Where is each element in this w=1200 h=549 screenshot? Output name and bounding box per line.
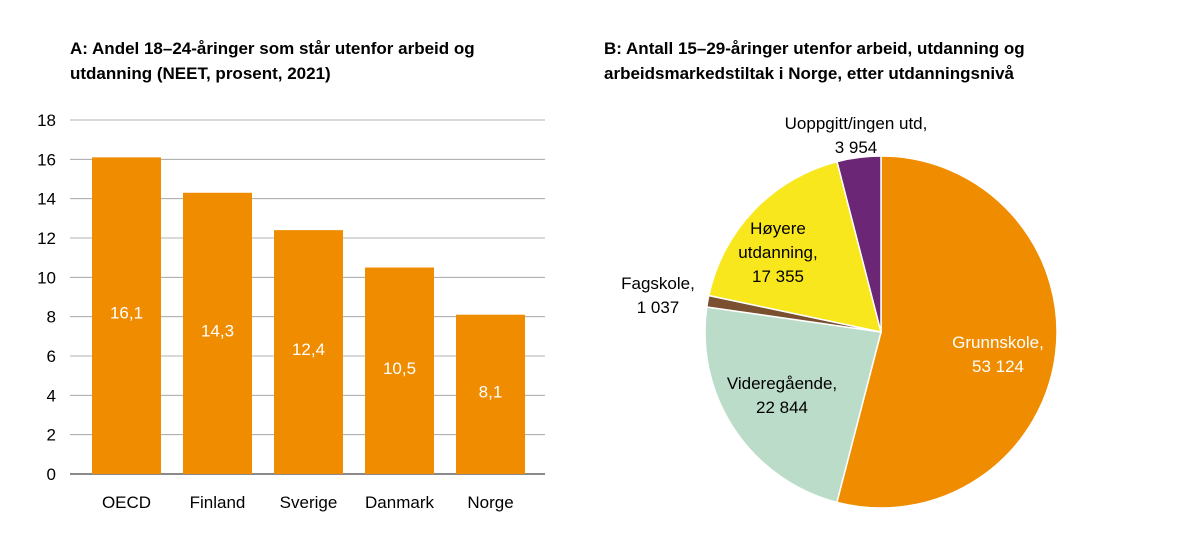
y-tick-label: 4 xyxy=(47,386,56,405)
slice-label: Grunnskole, 53 124 xyxy=(952,333,1044,376)
pie-slice xyxy=(835,155,1058,509)
x-tick-label: OECD xyxy=(102,493,151,512)
y-tick-label: 10 xyxy=(37,268,56,287)
slice-name: Uoppgitt/ingen utd, xyxy=(785,114,928,133)
bar-value-label: 12,4 xyxy=(292,340,325,359)
y-tick-label: 2 xyxy=(47,426,56,445)
slice-value: 22 844 xyxy=(756,398,808,417)
y-tick-label: 8 xyxy=(47,308,56,327)
y-tick-label: 14 xyxy=(37,190,56,209)
y-tick-label: 18 xyxy=(37,111,56,130)
slice-label: Høyere utdanning, 17 355 xyxy=(738,219,817,286)
chart-b-title: B: Antall 15–29-åringer utenfor arbeid, … xyxy=(604,39,1025,83)
y-tick-label: 6 xyxy=(47,347,56,366)
pie-slice xyxy=(836,155,882,333)
bar xyxy=(274,230,343,474)
bar xyxy=(365,267,434,474)
bar-value-label: 10,5 xyxy=(383,359,416,378)
slice-label: Fagskole, 1 037 xyxy=(621,274,695,317)
bar-value-label: 14,3 xyxy=(201,321,234,340)
slice-value: 17 355 xyxy=(752,267,804,286)
y-tick-label: 12 xyxy=(37,229,56,248)
slice-name: utdanning, xyxy=(738,243,817,262)
slice-label: Videregående, 22 844 xyxy=(727,374,837,417)
slice-value: 1 037 xyxy=(637,298,680,317)
slice-name: Fagskole, xyxy=(621,274,695,293)
x-tick-label: Sverige xyxy=(280,493,338,512)
slice-name: Høyere xyxy=(750,219,806,238)
y-tick-label: 16 xyxy=(37,150,56,169)
bar-value-label: 8,1 xyxy=(479,382,503,401)
slice-value: 3 954 xyxy=(835,138,878,157)
slice-label: Uoppgitt/ingen utd, 3 954 xyxy=(785,114,928,157)
chart-a-title: A: Andel 18–24-åringer som står utenfor … xyxy=(70,39,475,83)
bar xyxy=(183,192,252,474)
x-tick-label: Danmark xyxy=(365,493,434,512)
pie-chart: Grunnskole, 53 124 Videregående, 22 844 Fags… xyxy=(621,114,1058,509)
slice-value: 53 124 xyxy=(972,357,1024,376)
pie-slice xyxy=(704,306,882,504)
pie-slice xyxy=(707,160,883,333)
bar xyxy=(92,157,161,474)
bar xyxy=(456,314,525,474)
x-tick-label: Norge xyxy=(467,493,513,512)
y-tick-label: 0 xyxy=(47,465,56,484)
x-tick-label: Finland xyxy=(190,493,246,512)
slice-name: Grunnskole, xyxy=(952,333,1044,352)
bar-chart: 0 2 4 6 8 10 12 14 16 18 16,1 OECD 14,3 Finland 12,4 Sv… xyxy=(37,111,545,512)
slice-name: Videregående, xyxy=(727,374,837,393)
bar-value-label: 16,1 xyxy=(110,304,143,323)
